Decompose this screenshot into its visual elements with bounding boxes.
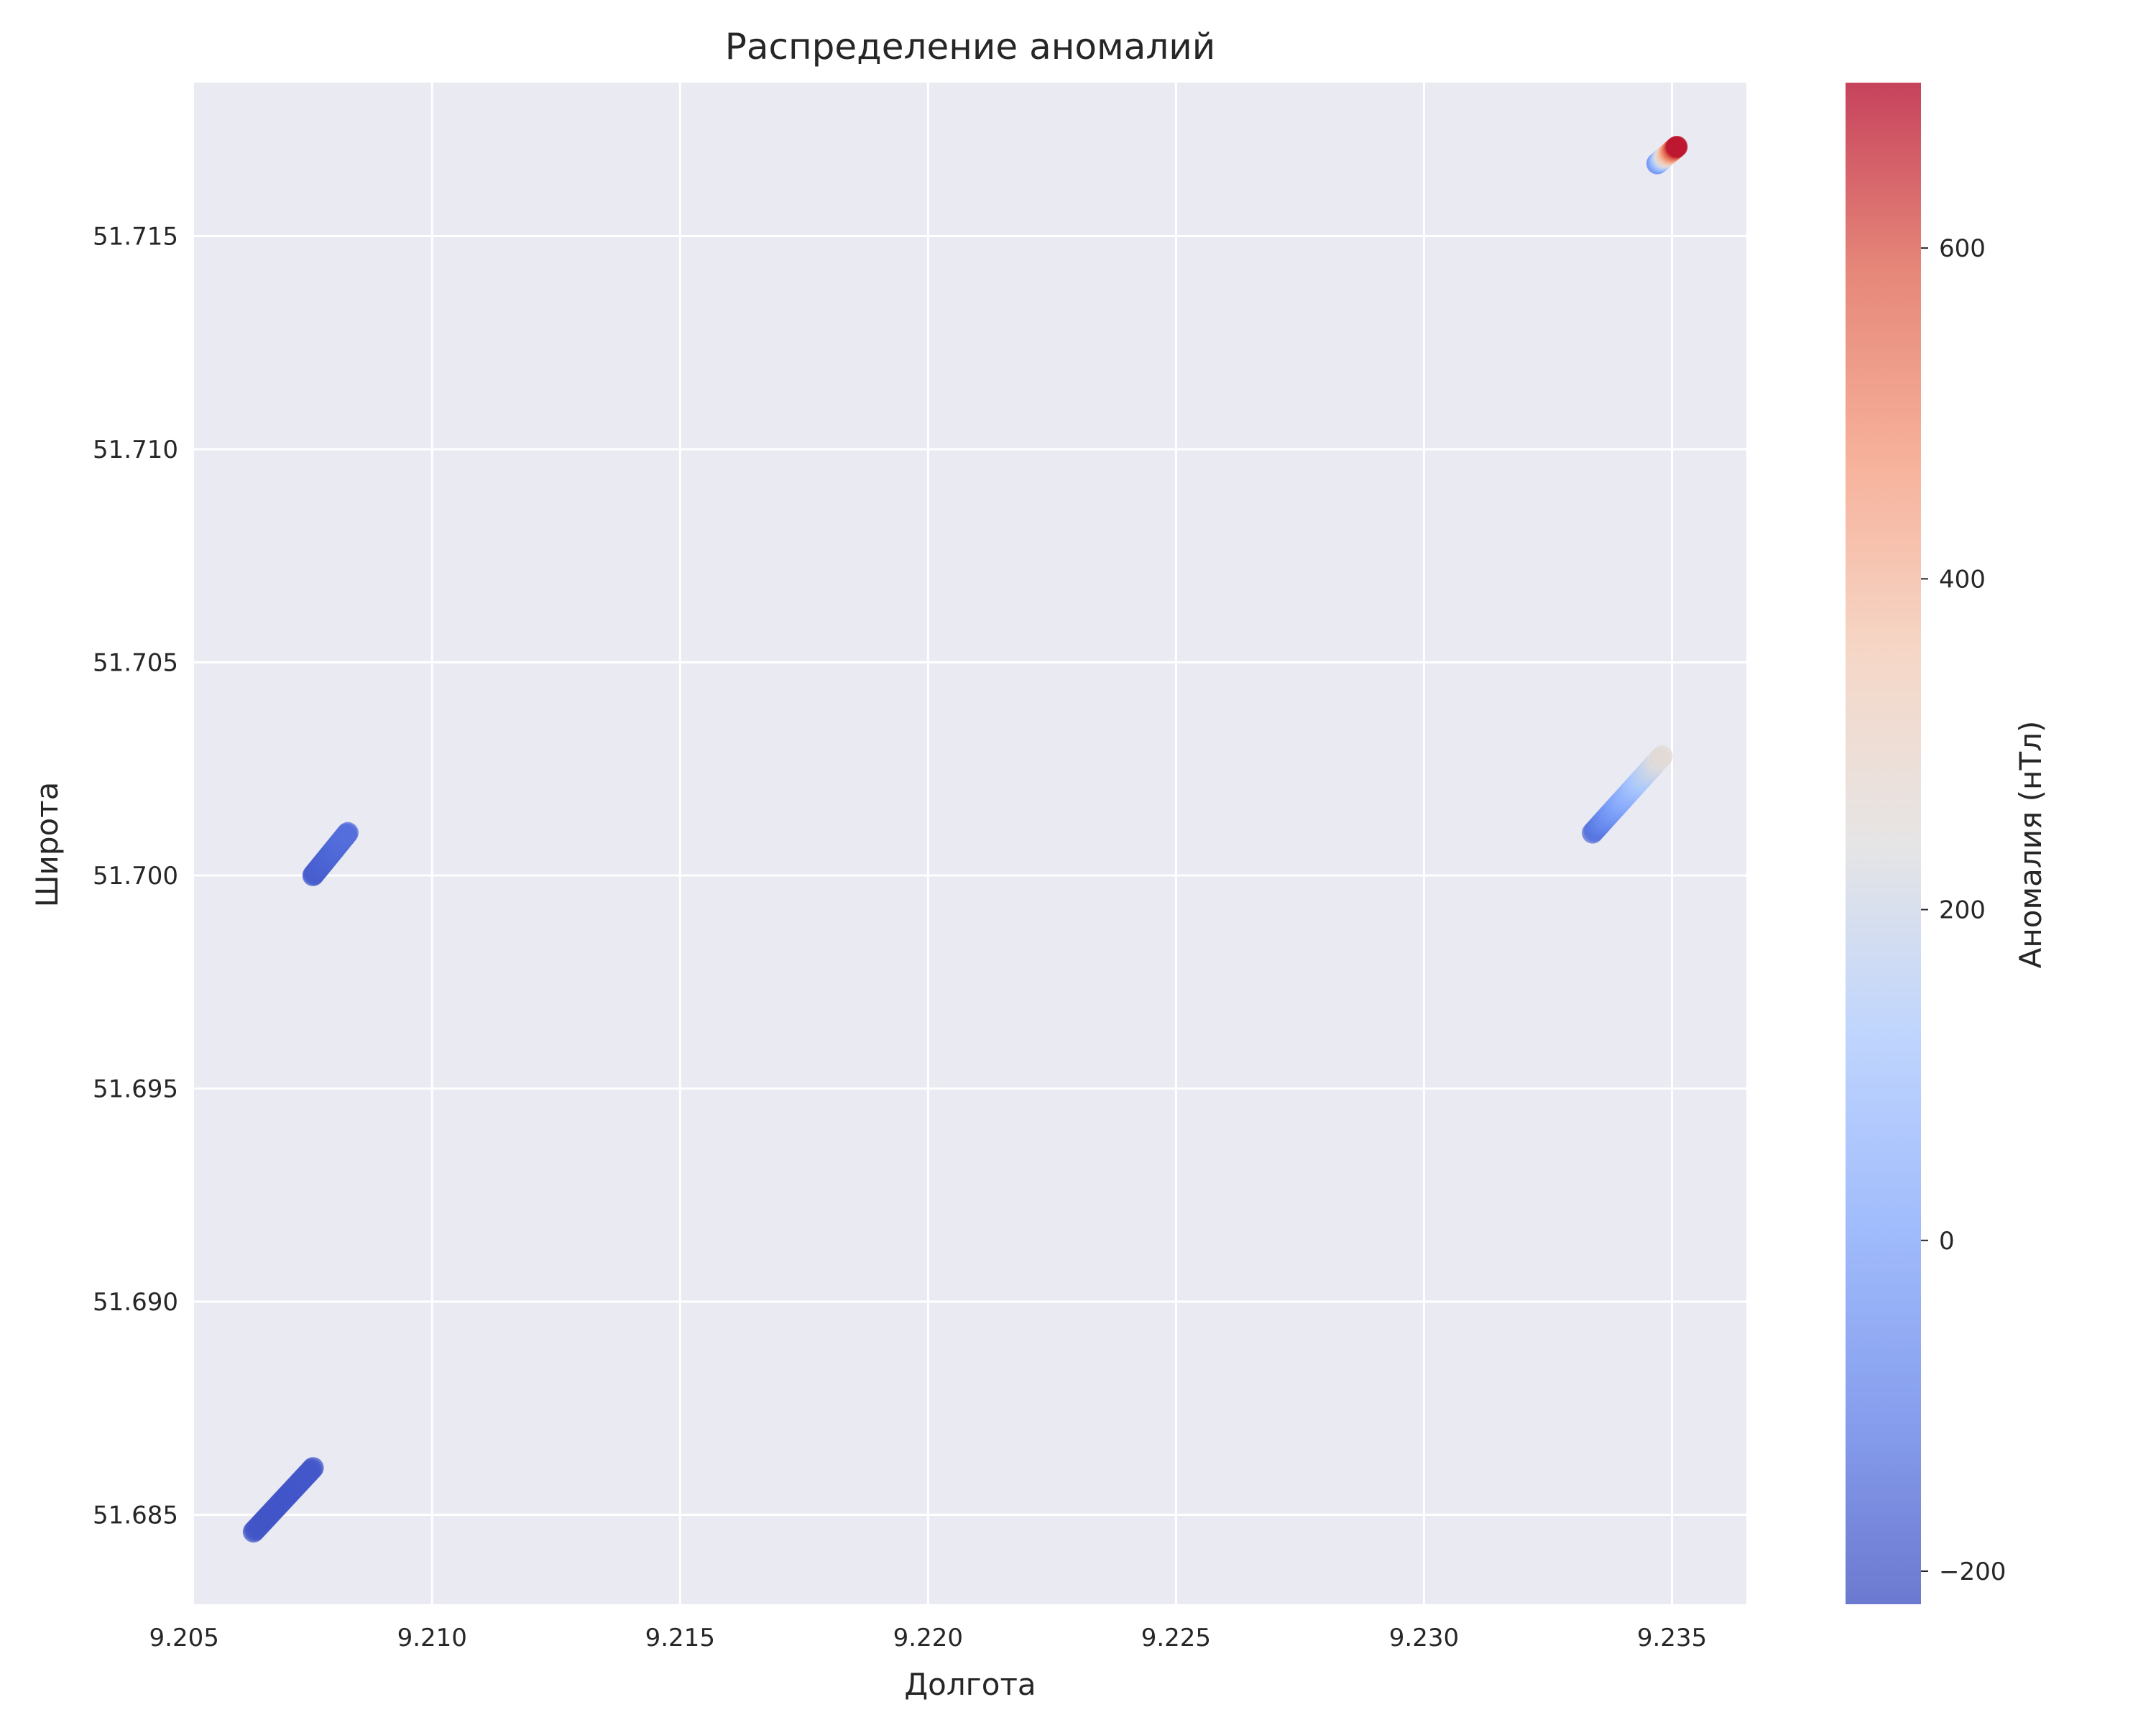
x-tick-label: 9.235	[1637, 1624, 1707, 1652]
scatter-points	[242, 135, 1688, 1543]
x-tick-label: 9.220	[893, 1624, 963, 1652]
colorbar: −200 0 200 400 600 Аномалия (нТл)	[1846, 83, 2048, 1604]
colorbar-tick-labels: −200 0 200 400 600	[1921, 234, 2006, 1586]
data-point	[336, 822, 359, 844]
x-tick-label: 9.215	[645, 1624, 715, 1652]
colorbar-tick-label: −200	[1939, 1558, 2006, 1586]
y-tick-label: 51.690	[93, 1288, 178, 1317]
x-tick-label: 9.230	[1389, 1624, 1459, 1652]
x-tick-label: 9.210	[397, 1624, 467, 1652]
colorbar-tick-label: 400	[1939, 565, 1986, 594]
data-point	[1666, 135, 1688, 157]
x-tick-label: 9.225	[1141, 1624, 1211, 1652]
y-tick-label: 51.685	[93, 1501, 178, 1530]
x-tick-label: 9.205	[149, 1624, 219, 1652]
y-tick-label: 51.695	[93, 1075, 178, 1103]
plot-background	[194, 83, 1746, 1604]
grid-lines	[183, 83, 1746, 1604]
data-point	[302, 1457, 324, 1479]
colorbar-tick-label: 600	[1939, 234, 1986, 263]
y-tick-label: 51.715	[93, 222, 178, 251]
colorbar-gradient	[1846, 83, 1921, 1604]
x-tick-labels: 9.205 9.210 9.215 9.220 9.225 9.230 9.235	[149, 1624, 1708, 1652]
colorbar-tick-label: 0	[1939, 1227, 1955, 1256]
x-axis-label: Долгота	[904, 1667, 1036, 1702]
y-tick-label: 51.710	[93, 436, 178, 464]
data-point	[1651, 745, 1673, 767]
y-tick-label: 51.700	[93, 862, 178, 891]
colorbar-tick-label: 200	[1939, 896, 1986, 925]
y-tick-label: 51.705	[93, 648, 178, 677]
plot-area	[183, 83, 1746, 1604]
chart-title: Распределение аномалий	[725, 26, 1216, 68]
y-axis-label: Широта	[29, 782, 65, 908]
colorbar-label: Аномалия (нТл)	[2013, 721, 2048, 969]
y-tick-labels: 51.685 51.690 51.695 51.700 51.705 51.710 51.7…	[93, 222, 178, 1530]
